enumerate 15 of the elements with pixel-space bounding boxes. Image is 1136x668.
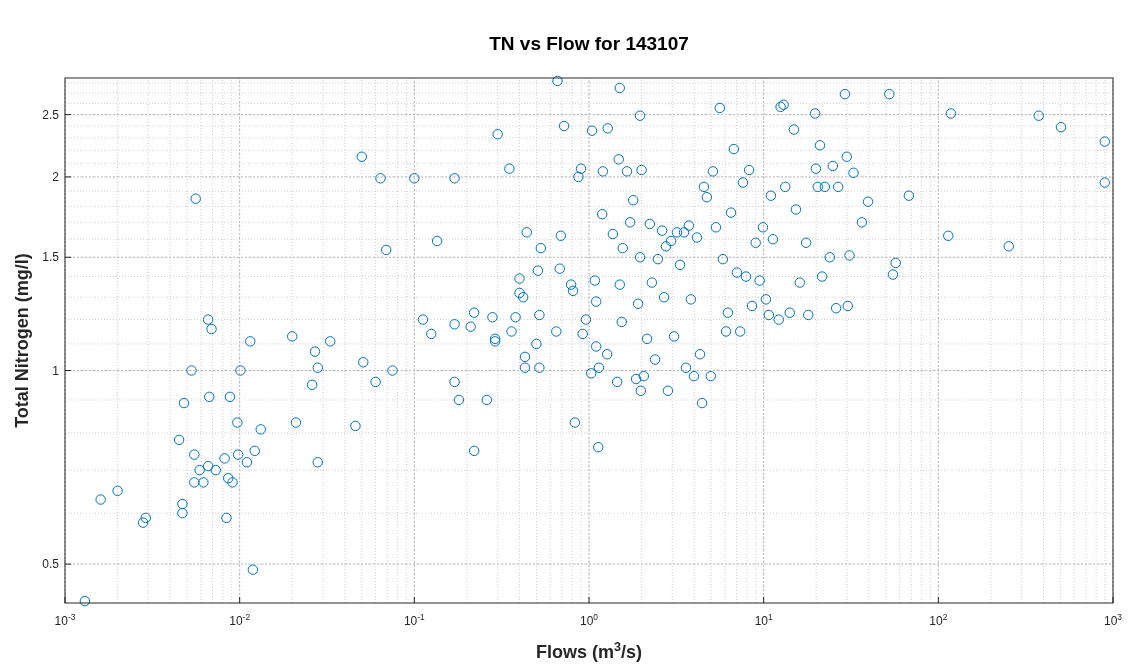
chart-title: TN vs Flow for 143107 [489, 33, 689, 54]
y-tick-label: 2.5 [42, 107, 60, 122]
y-tick-label: 1 [52, 363, 60, 378]
x-tick-label: 10$^{-1}$ [403, 612, 426, 628]
y-tick-label: 2 [52, 169, 60, 184]
x-tick-label: 10$^{2}$ [929, 612, 948, 628]
x-tick-label: 10$^{-2}$ [229, 612, 251, 628]
x-tick-label: 10$^{1}$ [754, 612, 774, 628]
y-axis-title: Total Nitrogen (mg/l) [12, 253, 32, 428]
y-tick-label: 1.5 [42, 250, 60, 265]
x-tick-label: 10$^{-3}$ [54, 612, 76, 628]
x-tick-label: 10$^{0}$ [579, 612, 599, 628]
y-tick-label: 0.5 [42, 557, 60, 572]
x-tick-label: 10$^{3}$ [1103, 612, 1123, 628]
x-axis-title: Flows (m$^{3}$/s) [535, 640, 643, 662]
